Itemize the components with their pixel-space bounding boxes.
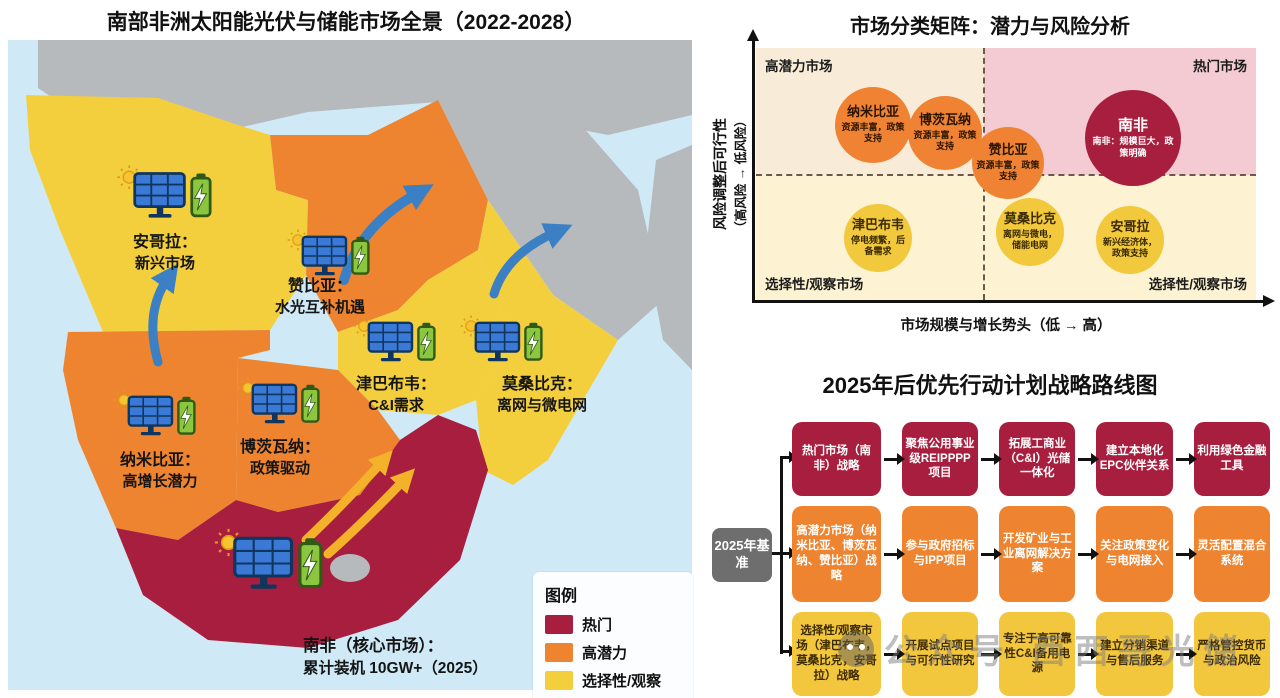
- map-label-zimbabwe: 津巴布韦： C&I需求: [356, 370, 436, 415]
- roadmap-base-node: 2025年基准: [712, 528, 772, 582]
- flow-arrow: [883, 647, 905, 660]
- legend-label: 高潜力: [582, 645, 628, 662]
- roadmap-connector-spine: [780, 457, 783, 654]
- country-desc: 离网与微电网: [496, 397, 588, 414]
- bubble-zimbabwe: 津巴布韦 停电频繁，后备需求: [844, 204, 912, 272]
- flow-arrow: [1175, 547, 1197, 560]
- roadmap-step: 专注于高可靠性C&I备用电源: [999, 612, 1076, 696]
- matrix-plot: 高潜力市场 热门市场 选择性/观察市场 选择性/观察市场 纳米比亚 资源丰富，政…: [747, 29, 1275, 307]
- bubble-angola: 安哥拉 新兴经济体，政策支持: [1096, 206, 1164, 274]
- roadmap-step: 开展试点项目与可行性研究: [901, 612, 979, 696]
- roadmap-step: 选择性/观察市场（津巴布韦，莫桑比克，安哥拉）战略: [792, 612, 881, 696]
- quadrant-label-bottom-right: 选择性/观察市场: [1148, 277, 1247, 292]
- roadmap-title: 2025年后优先行动计划战略路线图: [822, 373, 1158, 398]
- region-namibia: [63, 330, 270, 540]
- roadmap-step: 热门市场（南非）战略: [792, 422, 881, 496]
- country-desc: C&I需求: [368, 397, 424, 414]
- quadrant-label-bottom-left: 选择性/观察市场: [765, 277, 864, 292]
- roadmap-row-high-potential: 高潜力市场（纳米比亚、博茨瓦纳、赞比亚）战略 参与政府招标与IPP项目 开发矿业…: [792, 506, 1270, 602]
- flow-arrow: [1078, 647, 1100, 660]
- map-label-angola: 安哥拉： 新兴市场: [133, 228, 197, 273]
- country-desc: 累计装机 10GW+（2025）: [303, 660, 488, 677]
- roadmap-step: 开发矿业与工业离网解决方案: [999, 506, 1076, 602]
- legend-swatch-selective: [545, 671, 573, 690]
- matrix-x-axis-label: 市场规模与增长势头（低 → 高）: [900, 318, 1112, 334]
- matrix-panel: 市场分类矩阵：潜力与风险分析 风险调整后可行性 （高风险 → 低风险） 高潜力市…: [700, 0, 1280, 360]
- map-label-zambia: 赞比亚： 水光互补机遇: [275, 272, 365, 317]
- bubble-botswana: 博茨瓦纳 资源丰富，政策支持: [908, 96, 982, 170]
- legend-label: 热门: [582, 617, 613, 634]
- country-name: 南非（核心市场）：: [303, 637, 444, 655]
- map-label-namibia: 纳米比亚： 高增长潜力: [120, 446, 200, 491]
- country-name: 博茨瓦纳：: [239, 439, 321, 456]
- map-legend: 图例 热门 高潜力 选择性/观察: [533, 572, 693, 698]
- flow-arrow: [981, 452, 1003, 465]
- flow-arrow: [1175, 452, 1197, 465]
- map-panel: 安哥拉： 新兴市场 赞比亚： 水光互补机遇 津巴布韦： C&I需求 莫桑比克： …: [8, 40, 693, 698]
- bubble-mozambique: 莫桑比克 离网与微电，储能电网: [996, 198, 1064, 266]
- legend-title: 图例: [545, 588, 578, 605]
- country-name: 安哥拉：: [132, 234, 198, 251]
- region-east-neutral: [438, 100, 663, 340]
- roadmap-row-selective: 选择性/观察市场（津巴布韦，莫桑比克，安哥拉）战略 开展试点项目与可行性研究 专…: [792, 612, 1270, 696]
- bubble-south-africa: 南非 南非：规模巨大，政策明确: [1085, 90, 1181, 186]
- flow-arrow: [1175, 647, 1197, 660]
- flow-arrow: [780, 645, 797, 657]
- roadmap-step: 聚焦公用事业级REIPPPP项目: [901, 422, 979, 496]
- legend-item-selective: 选择性/观察: [545, 670, 681, 691]
- roadmap-step: 参与政府招标与IPP项目: [901, 506, 979, 602]
- flow-arrow: [1078, 547, 1100, 560]
- flow-arrow: [1078, 452, 1100, 465]
- legend-label: 选择性/观察: [582, 673, 662, 690]
- growth-arrows-gold: [301, 450, 416, 559]
- roadmap-step: 严格管控货币与政治风险: [1193, 612, 1270, 696]
- country-name: 莫桑比克：: [501, 376, 583, 393]
- bubble-namibia: 纳米比亚 资源丰富，政策支持: [835, 87, 911, 163]
- legend-item-high-potential: 高潜力: [545, 642, 681, 663]
- quadrant-label-top-right: 热门市场: [1193, 59, 1247, 74]
- legend-swatch-high-potential: [545, 643, 573, 662]
- map-title: 南部非洲太阳能光伏与储能市场全景（2022-2028）: [106, 11, 586, 34]
- roadmap-step: 利用绿色金融工具: [1193, 422, 1270, 496]
- map-label-botswana: 博茨瓦纳： 政策驱动: [240, 433, 320, 478]
- region-mozambique: [476, 200, 618, 485]
- roadmap-panel: 2025年后优先行动计划战略路线图 2025年基准 热门市场（南非）战略 聚焦公…: [700, 360, 1280, 698]
- legend-swatch-hot: [545, 615, 573, 634]
- roadmap-step: 灵活配置混合系统: [1193, 506, 1270, 602]
- roadmap-step: 拓展工商业（C&I）光储一体化: [999, 422, 1076, 496]
- x-axis-arrow: [752, 295, 1275, 307]
- country-desc: 高增长潜力: [122, 473, 198, 490]
- country-name: 津巴布韦：: [355, 376, 437, 393]
- map-label-south-africa: 南非（核心市场）： 累计装机 10GW+（2025）: [303, 632, 488, 678]
- country-desc: 水光互补机遇: [274, 299, 366, 316]
- bubble-zambia: 赞比亚 资源丰富，政策支持: [972, 127, 1044, 199]
- roadmap-step: 建立分销渠道与售后服务: [1096, 612, 1173, 696]
- country-desc: 新兴市场: [134, 255, 196, 272]
- map-label-mozambique: 莫桑比克： 离网与微电网: [497, 370, 587, 415]
- roadmap-step: 关注政策变化与电网接入: [1096, 506, 1173, 602]
- matrix-title: 市场分类矩阵：潜力与风险分析: [850, 16, 1130, 38]
- map-svg: [8, 40, 692, 690]
- matrix-y-axis-label: 风险调整后可行性 （高风险 → 低风险）: [712, 114, 748, 234]
- roadmap-step: 高潜力市场（纳米比亚、博茨瓦纳、赞比亚）战略: [792, 506, 881, 602]
- flow-arrow: [883, 547, 905, 560]
- region-madagascar: [646, 145, 692, 370]
- roadmap-row-hot: 热门市场（南非）战略 聚焦公用事业级REIPPPP项目 拓展工商业（C&I）光储…: [792, 422, 1270, 496]
- flow-arrow: [981, 647, 1003, 660]
- country-desc: 政策驱动: [249, 460, 311, 477]
- flow-arrow: [772, 547, 797, 559]
- country-name: 赞比亚：: [287, 278, 353, 295]
- legend-item-hot: 热门: [545, 614, 681, 635]
- flow-arrow: [981, 547, 1003, 560]
- region-lesotho: [330, 554, 370, 582]
- flow-arrow: [780, 451, 797, 463]
- growth-arrows-blue: [148, 184, 573, 367]
- quadrant-label-top-left: 高潜力市场: [765, 59, 833, 74]
- y-axis-arrow: [747, 29, 759, 302]
- region-angola: [26, 95, 308, 332]
- country-name: 纳米比亚：: [119, 452, 201, 469]
- roadmap-step: 建立本地化EPC伙伴关系: [1096, 422, 1173, 496]
- flow-arrow: [883, 452, 905, 465]
